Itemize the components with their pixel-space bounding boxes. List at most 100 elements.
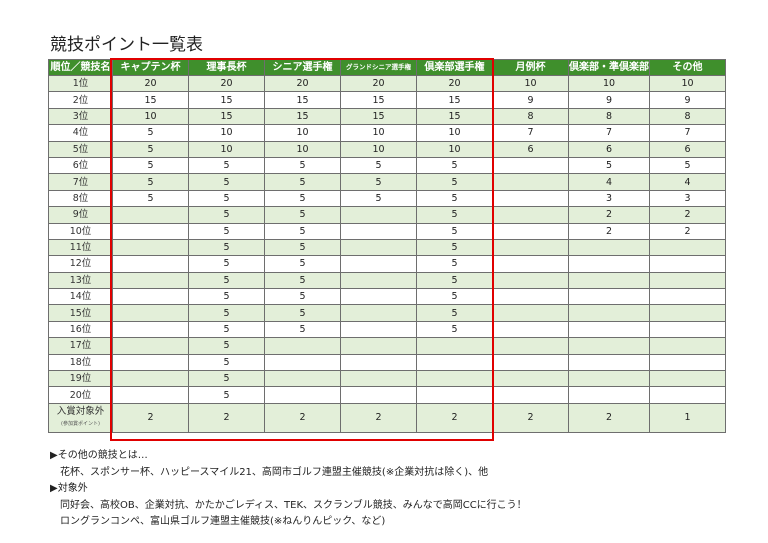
participation-points-cell: 1 bbox=[649, 402, 726, 433]
points-cell: 9 bbox=[568, 91, 650, 109]
points-cell: 5 bbox=[188, 189, 265, 208]
participation-points-cell: 2 bbox=[568, 402, 650, 433]
points-cell: 2 bbox=[649, 206, 726, 224]
points-cell: 5 bbox=[264, 288, 341, 306]
points-cell: 8 bbox=[492, 107, 569, 126]
points-cell: 4 bbox=[568, 173, 650, 191]
not-applicable-cell bbox=[568, 255, 650, 273]
rank-cell: 1位 bbox=[48, 74, 113, 93]
table-row: 14位 5 5 5 bbox=[48, 288, 726, 306]
points-cell: 5 bbox=[416, 288, 493, 306]
not-applicable-cell bbox=[649, 320, 726, 339]
not-applicable-cell bbox=[492, 156, 569, 175]
rank-cell: 14位 bbox=[48, 288, 113, 306]
points-cell: 7 bbox=[649, 124, 726, 142]
not-applicable-cell bbox=[568, 370, 650, 388]
points-cell: 3 bbox=[649, 189, 726, 208]
header-rank-label: 順位／競技名 bbox=[48, 59, 113, 76]
notes-section: ▶その他の競技とは… 花杯、スポンサー杯、ハッピースマイル21、高岡市ゴルフ連盟… bbox=[50, 448, 527, 531]
not-applicable-cell bbox=[340, 255, 417, 273]
points-cell: 5 bbox=[416, 189, 493, 208]
not-applicable-cell bbox=[568, 337, 650, 355]
points-cell: 5 bbox=[188, 288, 265, 306]
not-applicable-cell bbox=[112, 288, 189, 306]
column-header: 理事長杯 bbox=[188, 59, 265, 76]
rank-cell: 7位 bbox=[48, 173, 113, 191]
rank-cell: 10位 bbox=[48, 222, 113, 240]
table-row: 8位 5 5 5 5 5 3 3 bbox=[48, 189, 726, 208]
points-cell: 5 bbox=[188, 206, 265, 224]
points-cell: 5 bbox=[188, 222, 265, 240]
points-cell: 5 bbox=[568, 156, 650, 175]
table-row: 19位 5 bbox=[48, 370, 726, 388]
rank-cell: 17位 bbox=[48, 337, 113, 355]
points-cell: 15 bbox=[188, 91, 265, 109]
column-header: 月例杯 bbox=[492, 59, 569, 76]
rank-cell: 18位 bbox=[48, 353, 113, 372]
points-cell: 5 bbox=[188, 271, 265, 290]
points-cell: 5 bbox=[112, 140, 189, 158]
not-applicable-cell bbox=[264, 386, 341, 404]
not-applicable-cell bbox=[649, 288, 726, 306]
points-cell: 20 bbox=[416, 74, 493, 93]
not-applicable-cell bbox=[340, 353, 417, 372]
not-applicable-cell bbox=[649, 255, 726, 273]
not-applicable-cell bbox=[340, 288, 417, 306]
not-applicable-cell bbox=[416, 386, 493, 404]
not-applicable-cell bbox=[492, 386, 569, 404]
points-cell: 5 bbox=[188, 353, 265, 372]
column-header: キャプテン杯 bbox=[112, 59, 189, 76]
table-row: 5位 5 10 10 10 10 6 6 6 bbox=[48, 140, 726, 158]
points-cell: 5 bbox=[264, 271, 341, 290]
not-applicable-cell bbox=[340, 304, 417, 322]
rank-cell: 15位 bbox=[48, 304, 113, 322]
not-applicable-cell bbox=[492, 271, 569, 290]
table-row: 6位 5 5 5 5 5 5 5 bbox=[48, 156, 726, 175]
table-row: 13位 5 5 5 bbox=[48, 271, 726, 290]
not-applicable-cell bbox=[492, 173, 569, 191]
points-cell: 5 bbox=[649, 156, 726, 175]
not-applicable-cell bbox=[649, 386, 726, 404]
not-applicable-cell bbox=[112, 238, 189, 257]
points-cell: 5 bbox=[188, 370, 265, 388]
not-applicable-cell bbox=[649, 304, 726, 322]
not-applicable-cell bbox=[492, 353, 569, 372]
points-cell: 5 bbox=[264, 156, 341, 175]
points-cell: 6 bbox=[568, 140, 650, 158]
points-cell: 5 bbox=[188, 238, 265, 257]
not-applicable-cell bbox=[492, 337, 569, 355]
points-cell: 2 bbox=[568, 206, 650, 224]
not-applicable-cell bbox=[492, 238, 569, 257]
points-cell: 15 bbox=[340, 107, 417, 126]
points-cell: 2 bbox=[568, 222, 650, 240]
participation-row: 入賞対象外 (参加賞ポイント) 2 2 2 2 2 2 2 1 bbox=[48, 402, 726, 433]
not-applicable-cell bbox=[492, 255, 569, 273]
not-applicable-cell bbox=[112, 370, 189, 388]
participation-points-cell: 2 bbox=[112, 402, 189, 433]
rank-cell: 20位 bbox=[48, 386, 113, 404]
not-applicable-cell bbox=[112, 353, 189, 372]
not-applicable-cell bbox=[112, 386, 189, 404]
rank-cell: 4位 bbox=[48, 124, 113, 142]
participation-points-cell: 2 bbox=[340, 402, 417, 433]
points-cell: 5 bbox=[112, 124, 189, 142]
points-cell: 5 bbox=[188, 156, 265, 175]
not-applicable-cell bbox=[112, 337, 189, 355]
not-applicable-cell bbox=[112, 320, 189, 339]
not-applicable-cell bbox=[568, 386, 650, 404]
points-cell: 8 bbox=[568, 107, 650, 126]
points-cell: 5 bbox=[340, 173, 417, 191]
table-row: 10位 5 5 5 2 2 bbox=[48, 222, 726, 240]
participation-points-cell: 2 bbox=[416, 402, 493, 433]
not-applicable-cell bbox=[568, 271, 650, 290]
participation-points-cell: 2 bbox=[264, 402, 341, 433]
points-cell: 10 bbox=[264, 124, 341, 142]
points-cell: 5 bbox=[416, 156, 493, 175]
rank-cell: 16位 bbox=[48, 320, 113, 339]
not-applicable-cell bbox=[112, 206, 189, 224]
other-competitions-heading: ▶その他の競技とは… bbox=[50, 450, 148, 461]
points-cell: 5 bbox=[264, 238, 341, 257]
points-cell: 5 bbox=[112, 156, 189, 175]
not-applicable-cell bbox=[340, 386, 417, 404]
points-cell: 20 bbox=[340, 74, 417, 93]
